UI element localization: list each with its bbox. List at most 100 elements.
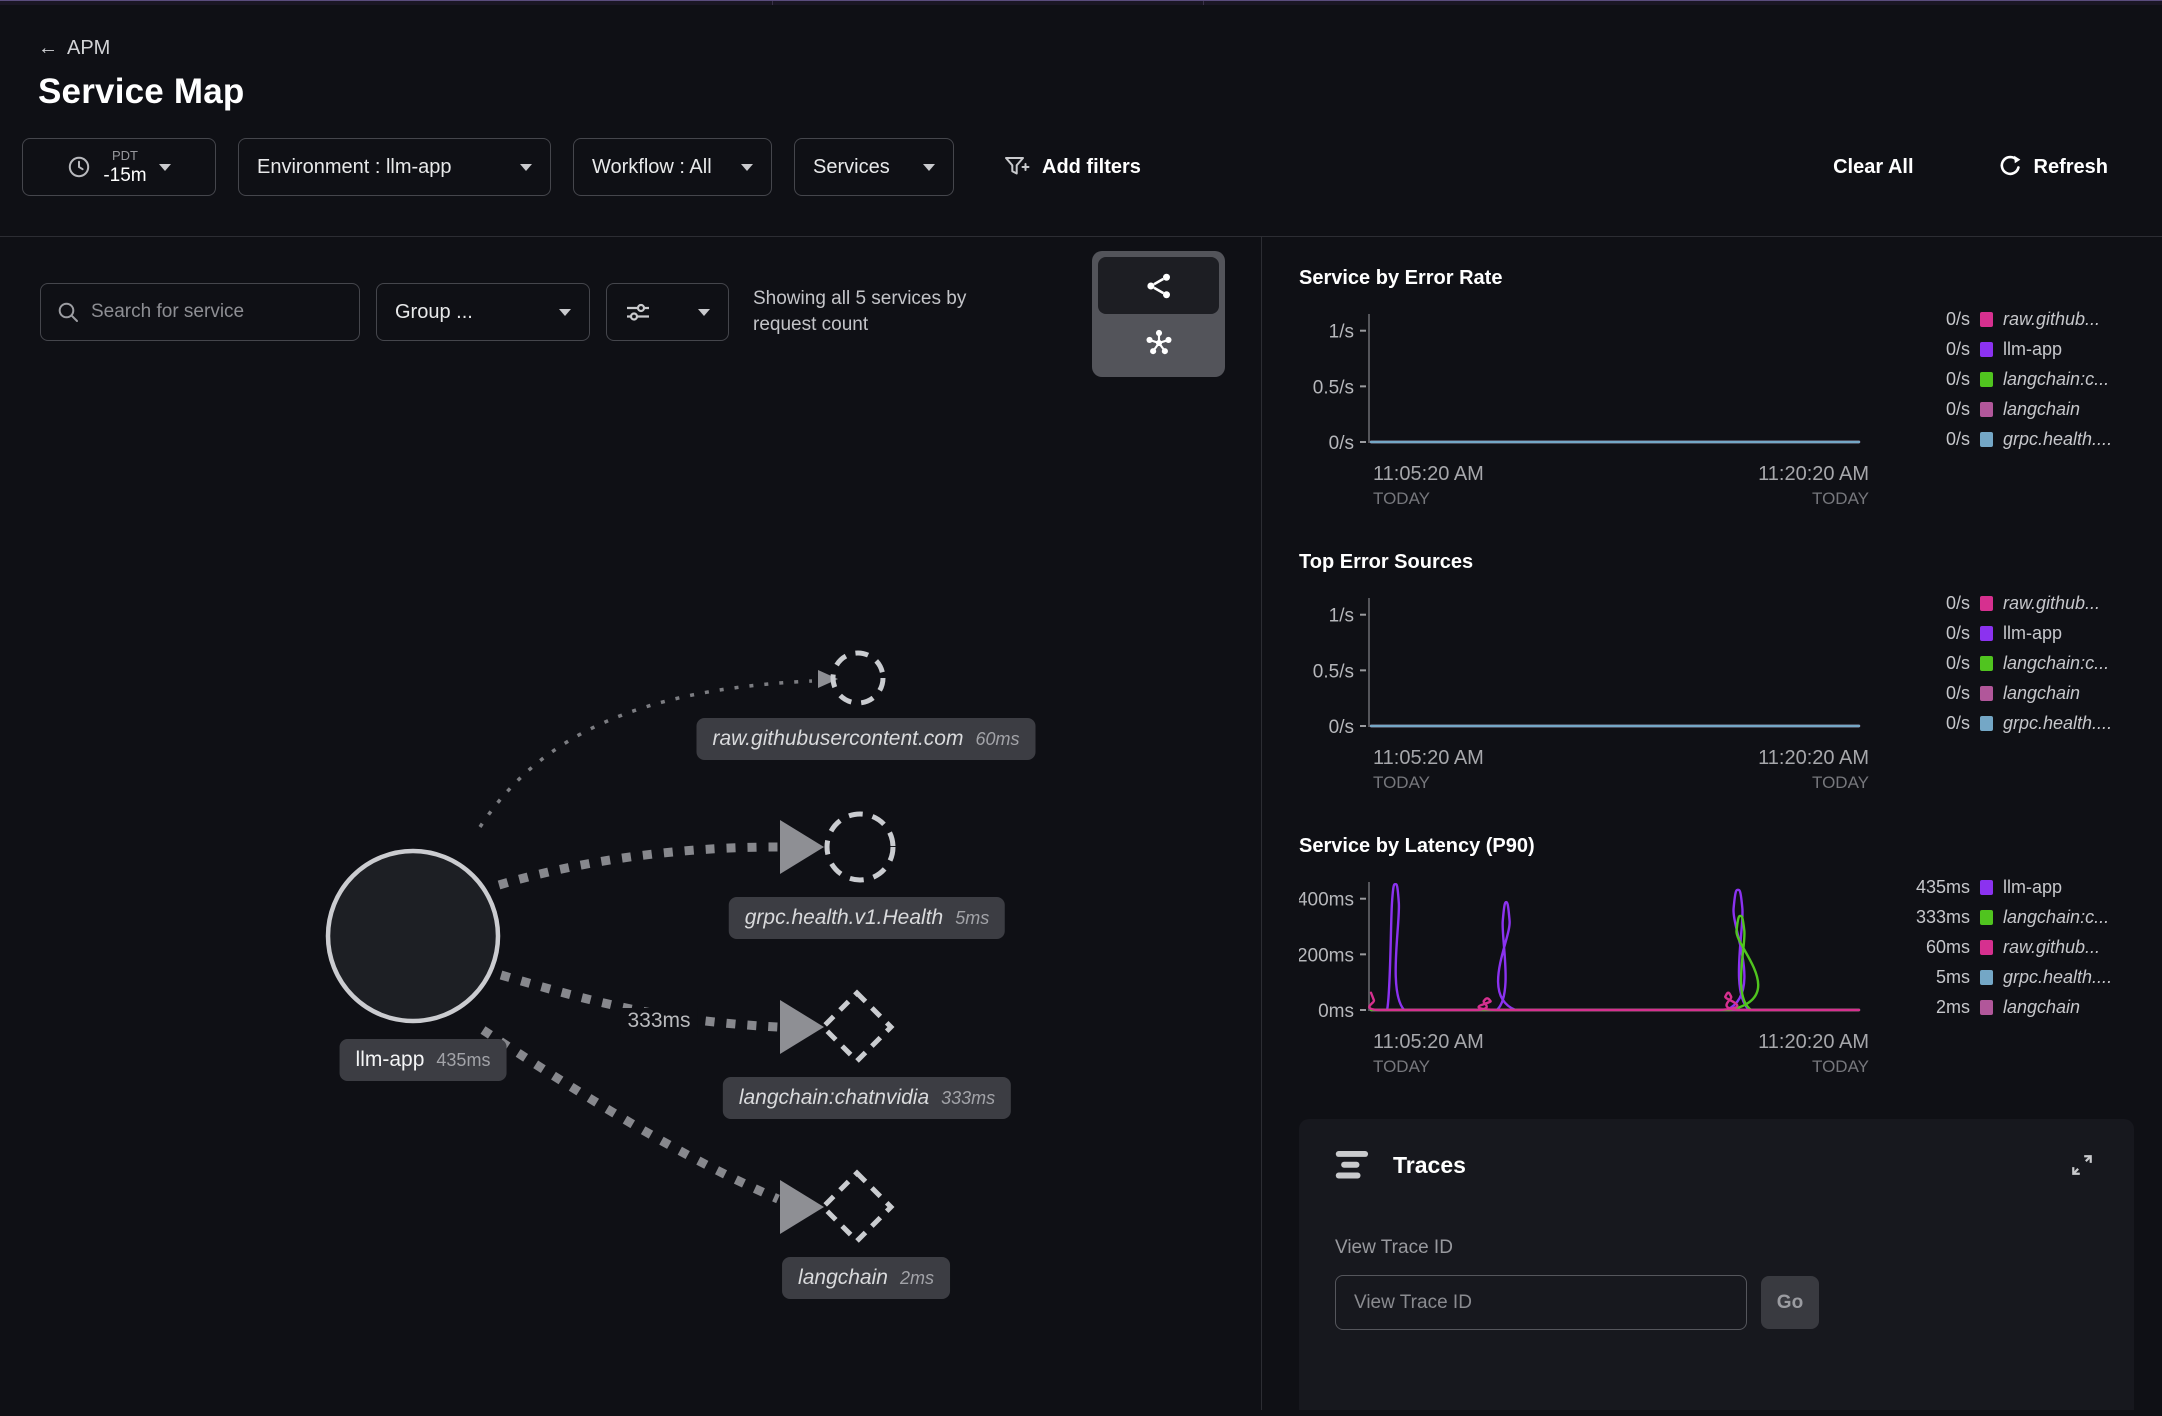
time-range-value: -15m [103, 165, 147, 186]
legend-value: 0/s [1945, 309, 1970, 329]
map-options-dropdown[interactable] [606, 283, 729, 341]
node-langchain[interactable] [819, 1169, 895, 1245]
node-label-langchain-chatnvidia[interactable]: langchain:chatnvidia 333ms [722, 1077, 1012, 1119]
legend-label: langchain [2003, 399, 2081, 419]
chevron-down-icon [923, 163, 935, 171]
legend-label: llm-app [2003, 339, 2063, 359]
svg-text:0.5/s: 0.5/s [1313, 661, 1354, 682]
trace-id-input[interactable] [1335, 1275, 1747, 1330]
group-by-dropdown[interactable]: Group ... [376, 283, 590, 341]
legend-swatch [1980, 402, 1993, 417]
time-range-selector[interactable]: PDT -15m [22, 138, 216, 196]
legend-label: langchain [2003, 683, 2081, 703]
legend-row[interactable]: 0/s llm-app [1885, 623, 2112, 644]
workflow-filter-label: Workflow : All [592, 155, 712, 178]
legend-row[interactable]: 0/s llm-app [1885, 339, 2112, 360]
service-map-panel: Group ... Showing all 5 services by requ… [0, 237, 1262, 1410]
back-arrow-icon: ← [38, 37, 58, 59]
legend-row[interactable]: 435ms llm-app [1885, 877, 2112, 898]
search-input[interactable] [91, 301, 343, 323]
legend-row[interactable]: 0/s langchain:c... [1885, 369, 2112, 390]
chart-title: Service by Latency (P90) [1299, 835, 1535, 857]
group-by-label: Group ... [395, 300, 473, 323]
legend-swatch [1980, 686, 1993, 701]
node-name: langchain [798, 1266, 888, 1289]
refresh-label: Refresh [2033, 155, 2108, 178]
legend-swatch [1980, 910, 1993, 925]
svg-text:0ms: 0ms [1318, 1001, 1354, 1022]
search-icon [58, 302, 78, 322]
legend-row[interactable]: 0/s langchain [1885, 399, 2112, 420]
legend-label: grpc.health.... [2003, 429, 2113, 449]
legend-swatch [1980, 880, 1993, 895]
legend-row[interactable]: 0/s raw.github... [1885, 593, 2112, 614]
edge-arrowhead [780, 1180, 824, 1234]
x-axis-tick: 11:20:20 AM TODAY [1758, 1031, 1869, 1076]
cluster-layout-button[interactable] [1098, 314, 1219, 371]
legend-row[interactable]: 0/s langchain [1885, 683, 2112, 704]
breadcrumb-label: APM [67, 37, 111, 59]
legend-row[interactable]: 333ms langchain:c... [1885, 907, 2112, 928]
node-llm-app[interactable] [325, 848, 501, 1024]
services-filter[interactable]: Services [794, 138, 954, 196]
legend-row[interactable]: 5ms grpc.health.... [1885, 967, 2112, 988]
legend-label: raw.github... [2003, 309, 2101, 329]
clock-icon [69, 156, 90, 178]
svg-text:0.5/s: 0.5/s [1313, 377, 1354, 398]
tab-divider [1203, 1, 1204, 5]
breadcrumb[interactable]: ← APM [38, 37, 110, 60]
service-map-canvas[interactable] [0, 237, 1262, 1410]
legend-label: grpc.health.... [2003, 713, 2113, 733]
chevron-down-icon [158, 163, 171, 171]
legend-row[interactable]: 0/s raw.github... [1885, 309, 2112, 330]
legend-row[interactable]: 60ms raw.github... [1885, 937, 2112, 958]
legend-row[interactable]: 2ms langchain [1885, 997, 2112, 1018]
services-count-summary: Showing all 5 services by request count [753, 287, 967, 335]
legend-value: 333ms [1915, 907, 1970, 927]
refresh-button[interactable]: Refresh [1998, 155, 2108, 179]
node-label-langchain[interactable]: langchain 2ms [782, 1257, 950, 1299]
top-error-sources-section: Top Error Sources 1/s 0.5/s 0/s 11:05:20 A… [1299, 551, 2134, 793]
error-rate-section: Service by Error Rate 1/s 0.5/s 0/s 11:05:… [1299, 267, 2134, 509]
legend-row[interactable]: 0/s grpc.health.... [1885, 713, 2112, 734]
node-name: llm-app [355, 1048, 425, 1071]
flow-layout-button[interactable] [1098, 257, 1219, 314]
node-label-llm-app[interactable]: llm-app 435ms [339, 1039, 507, 1081]
node-label-raw-github[interactable]: raw.githubusercontent.com 60ms [696, 718, 1036, 760]
legend-row[interactable]: 0/s langchain:c... [1885, 653, 2112, 674]
expand-button[interactable] [2066, 1149, 2098, 1181]
chart-legend: 0/s raw.github... 0/s llm-app 0/s langch… [1885, 304, 2112, 509]
node-latency: 5ms [955, 908, 990, 928]
legend-row[interactable]: 0/s grpc.health.... [1885, 429, 2112, 450]
clear-all-button[interactable]: Clear All [1833, 156, 1913, 179]
node-langchain-chatnvidia[interactable] [819, 989, 895, 1065]
top-error-sources-chart: 1/s 0.5/s 0/s [1313, 598, 1861, 738]
environment-filter-label: Environment : llm-app [257, 155, 452, 178]
map-layout-toggle [1092, 251, 1225, 377]
edge-latency-label: 333ms [620, 1008, 698, 1034]
node-raw-github[interactable] [830, 650, 886, 706]
legend-swatch [1980, 656, 1993, 671]
edge-arrowhead [780, 820, 824, 874]
svg-text:1/s: 1/s [1329, 606, 1354, 627]
refresh-icon [2000, 155, 2020, 176]
legend-value: 0/s [1945, 653, 1970, 673]
x-axis-tick: 11:05:20 AM TODAY [1373, 1031, 1484, 1076]
trace-id-field-label: View Trace ID [1335, 1237, 1453, 1258]
go-button[interactable]: Go [1761, 1276, 1819, 1329]
legend-swatch [1980, 596, 1993, 611]
workflow-filter[interactable]: Workflow : All [573, 138, 772, 196]
chart-legend: 0/s raw.github... 0/s llm-app 0/s langch… [1885, 588, 2112, 793]
tab-divider [772, 1, 773, 5]
legend-value: 0/s [1945, 339, 1970, 359]
environment-filter[interactable]: Environment : llm-app [238, 138, 551, 196]
error-rate-chart: 1/s 0.5/s 0/s [1313, 314, 1861, 454]
window-top-edge [0, 0, 2162, 5]
add-filters-button[interactable]: Add filters [1004, 155, 1141, 179]
expand-icon [2072, 1155, 2092, 1175]
node-grpc-health[interactable] [824, 811, 896, 883]
metrics-side-panel: Service by Error Rate 1/s 0.5/s 0/s 11:05:… [1262, 237, 2162, 1410]
service-search-box [40, 283, 360, 341]
chart-title: Top Error Sources [1299, 551, 1474, 573]
node-label-grpc-health[interactable]: grpc.health.v1.Health 5ms [728, 897, 1006, 939]
